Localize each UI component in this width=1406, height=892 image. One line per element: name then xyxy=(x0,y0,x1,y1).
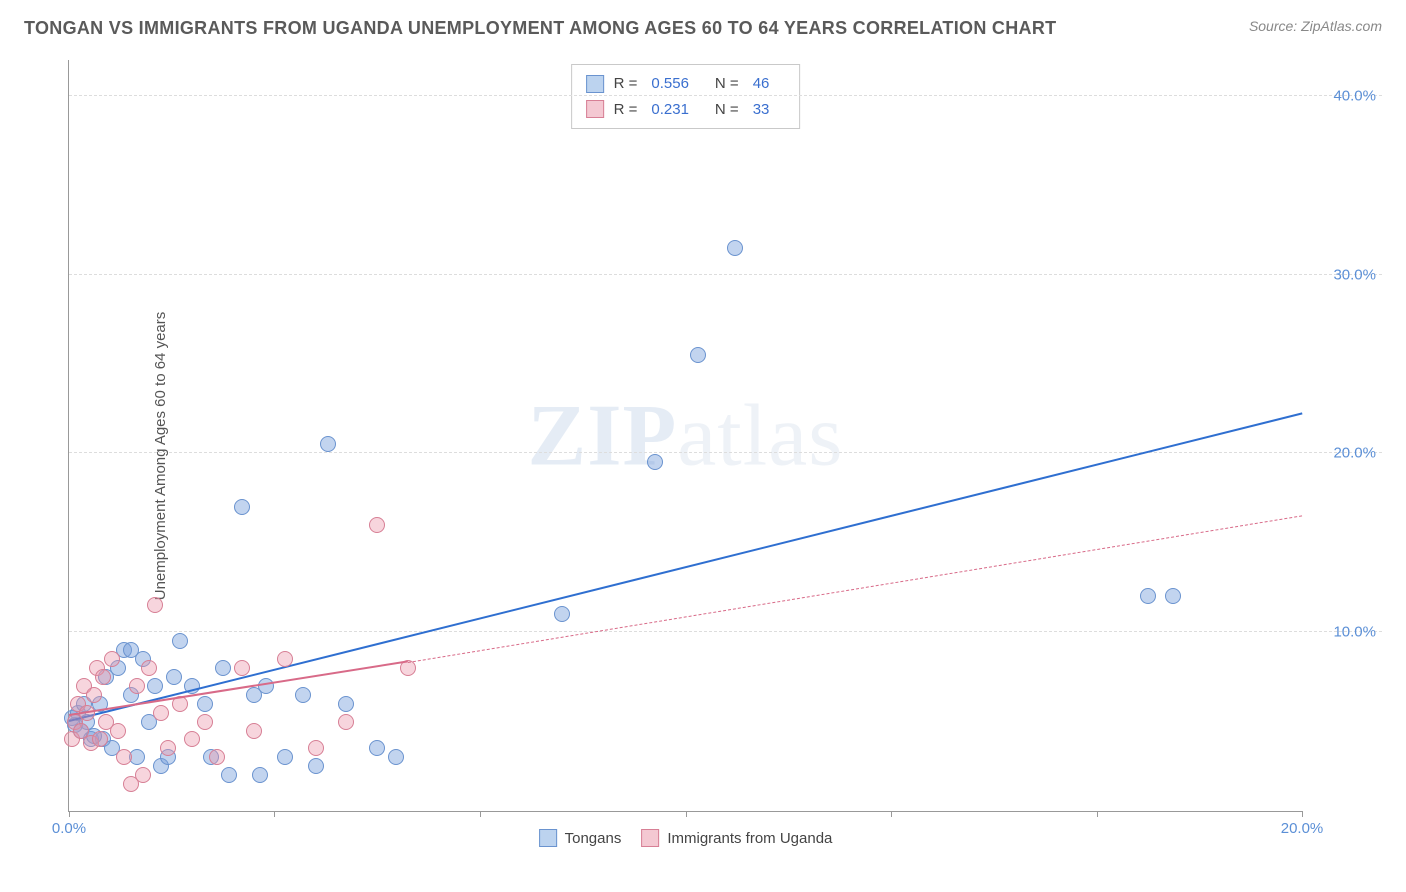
n-label: N = xyxy=(715,97,739,123)
watermark: ZIPatlas xyxy=(528,385,844,486)
data-point xyxy=(215,660,231,676)
n-value-uganda: 33 xyxy=(753,97,770,123)
data-point xyxy=(647,454,663,470)
data-point xyxy=(369,740,385,756)
data-point xyxy=(308,740,324,756)
series-legend: Tongans Immigrants from Uganda xyxy=(539,829,833,847)
data-point xyxy=(184,731,200,747)
plot-region: ZIPatlas R = 0.556 N = 46 R = 0.231 N = … xyxy=(68,60,1302,812)
data-point xyxy=(209,749,225,765)
data-point xyxy=(320,436,336,452)
y-tick-label: 10.0% xyxy=(1333,624,1376,641)
data-point xyxy=(338,714,354,730)
correlation-legend: R = 0.556 N = 46 R = 0.231 N = 33 xyxy=(571,64,801,129)
x-tick xyxy=(891,811,892,817)
data-point xyxy=(147,678,163,694)
gridline xyxy=(69,274,1382,275)
data-point xyxy=(141,660,157,676)
legend-label-uganda: Immigrants from Uganda xyxy=(667,830,832,847)
data-point xyxy=(1140,588,1156,604)
data-point xyxy=(277,749,293,765)
data-point xyxy=(690,347,706,363)
data-point xyxy=(258,678,274,694)
x-tick-label: 20.0% xyxy=(1281,820,1324,837)
legend-row-tongans: R = 0.556 N = 46 xyxy=(586,71,786,97)
x-tick-label: 0.0% xyxy=(52,820,86,837)
data-point xyxy=(129,678,145,694)
r-label: R = xyxy=(614,71,638,97)
swatch-tongans-icon xyxy=(539,829,557,847)
x-tick xyxy=(1302,811,1303,817)
legend-label-tongans: Tongans xyxy=(565,830,622,847)
data-point xyxy=(246,723,262,739)
data-point xyxy=(234,499,250,515)
data-point xyxy=(554,606,570,622)
data-point xyxy=(308,758,324,774)
data-point xyxy=(369,517,385,533)
r-value-uganda: 0.231 xyxy=(651,97,689,123)
watermark-rest: atlas xyxy=(677,387,843,484)
data-point xyxy=(1165,588,1181,604)
data-point xyxy=(338,696,354,712)
data-point xyxy=(197,696,213,712)
data-point xyxy=(252,767,268,783)
data-point xyxy=(197,714,213,730)
n-label: N = xyxy=(715,71,739,97)
data-point xyxy=(234,660,250,676)
gridline xyxy=(69,631,1382,632)
legend-item-tongans: Tongans xyxy=(539,829,622,847)
x-tick xyxy=(1097,811,1098,817)
x-tick xyxy=(480,811,481,817)
swatch-uganda xyxy=(586,100,604,118)
data-point xyxy=(147,597,163,613)
gridline xyxy=(69,95,1382,96)
data-point xyxy=(166,669,182,685)
chart-title: TONGAN VS IMMIGRANTS FROM UGANDA UNEMPLO… xyxy=(24,18,1056,39)
data-point xyxy=(123,642,139,658)
trend-line xyxy=(69,412,1302,721)
y-tick-label: 40.0% xyxy=(1333,87,1376,104)
y-tick-label: 30.0% xyxy=(1333,266,1376,283)
data-point xyxy=(95,669,111,685)
r-label: R = xyxy=(614,97,638,123)
data-point xyxy=(86,687,102,703)
source-label: Source: ZipAtlas.com xyxy=(1249,18,1382,34)
x-tick xyxy=(69,811,70,817)
swatch-uganda-icon xyxy=(641,829,659,847)
legend-item-uganda: Immigrants from Uganda xyxy=(641,829,832,847)
data-point xyxy=(277,651,293,667)
data-point xyxy=(295,687,311,703)
chart-area: Unemployment Among Ages 60 to 64 years Z… xyxy=(50,60,1382,852)
data-point xyxy=(104,651,120,667)
x-tick xyxy=(686,811,687,817)
y-tick-label: 20.0% xyxy=(1333,445,1376,462)
data-point xyxy=(116,749,132,765)
gridline xyxy=(69,452,1382,453)
n-value-tongans: 46 xyxy=(753,71,770,97)
data-point xyxy=(153,705,169,721)
data-point xyxy=(727,240,743,256)
legend-row-uganda: R = 0.231 N = 33 xyxy=(586,97,786,123)
data-point xyxy=(172,633,188,649)
x-tick xyxy=(274,811,275,817)
data-point xyxy=(135,767,151,783)
data-point xyxy=(221,767,237,783)
r-value-tongans: 0.556 xyxy=(651,71,689,97)
swatch-tongans xyxy=(586,75,604,93)
data-point xyxy=(388,749,404,765)
header: TONGAN VS IMMIGRANTS FROM UGANDA UNEMPLO… xyxy=(0,0,1406,39)
data-point xyxy=(92,731,108,747)
data-point xyxy=(160,740,176,756)
data-point xyxy=(110,723,126,739)
